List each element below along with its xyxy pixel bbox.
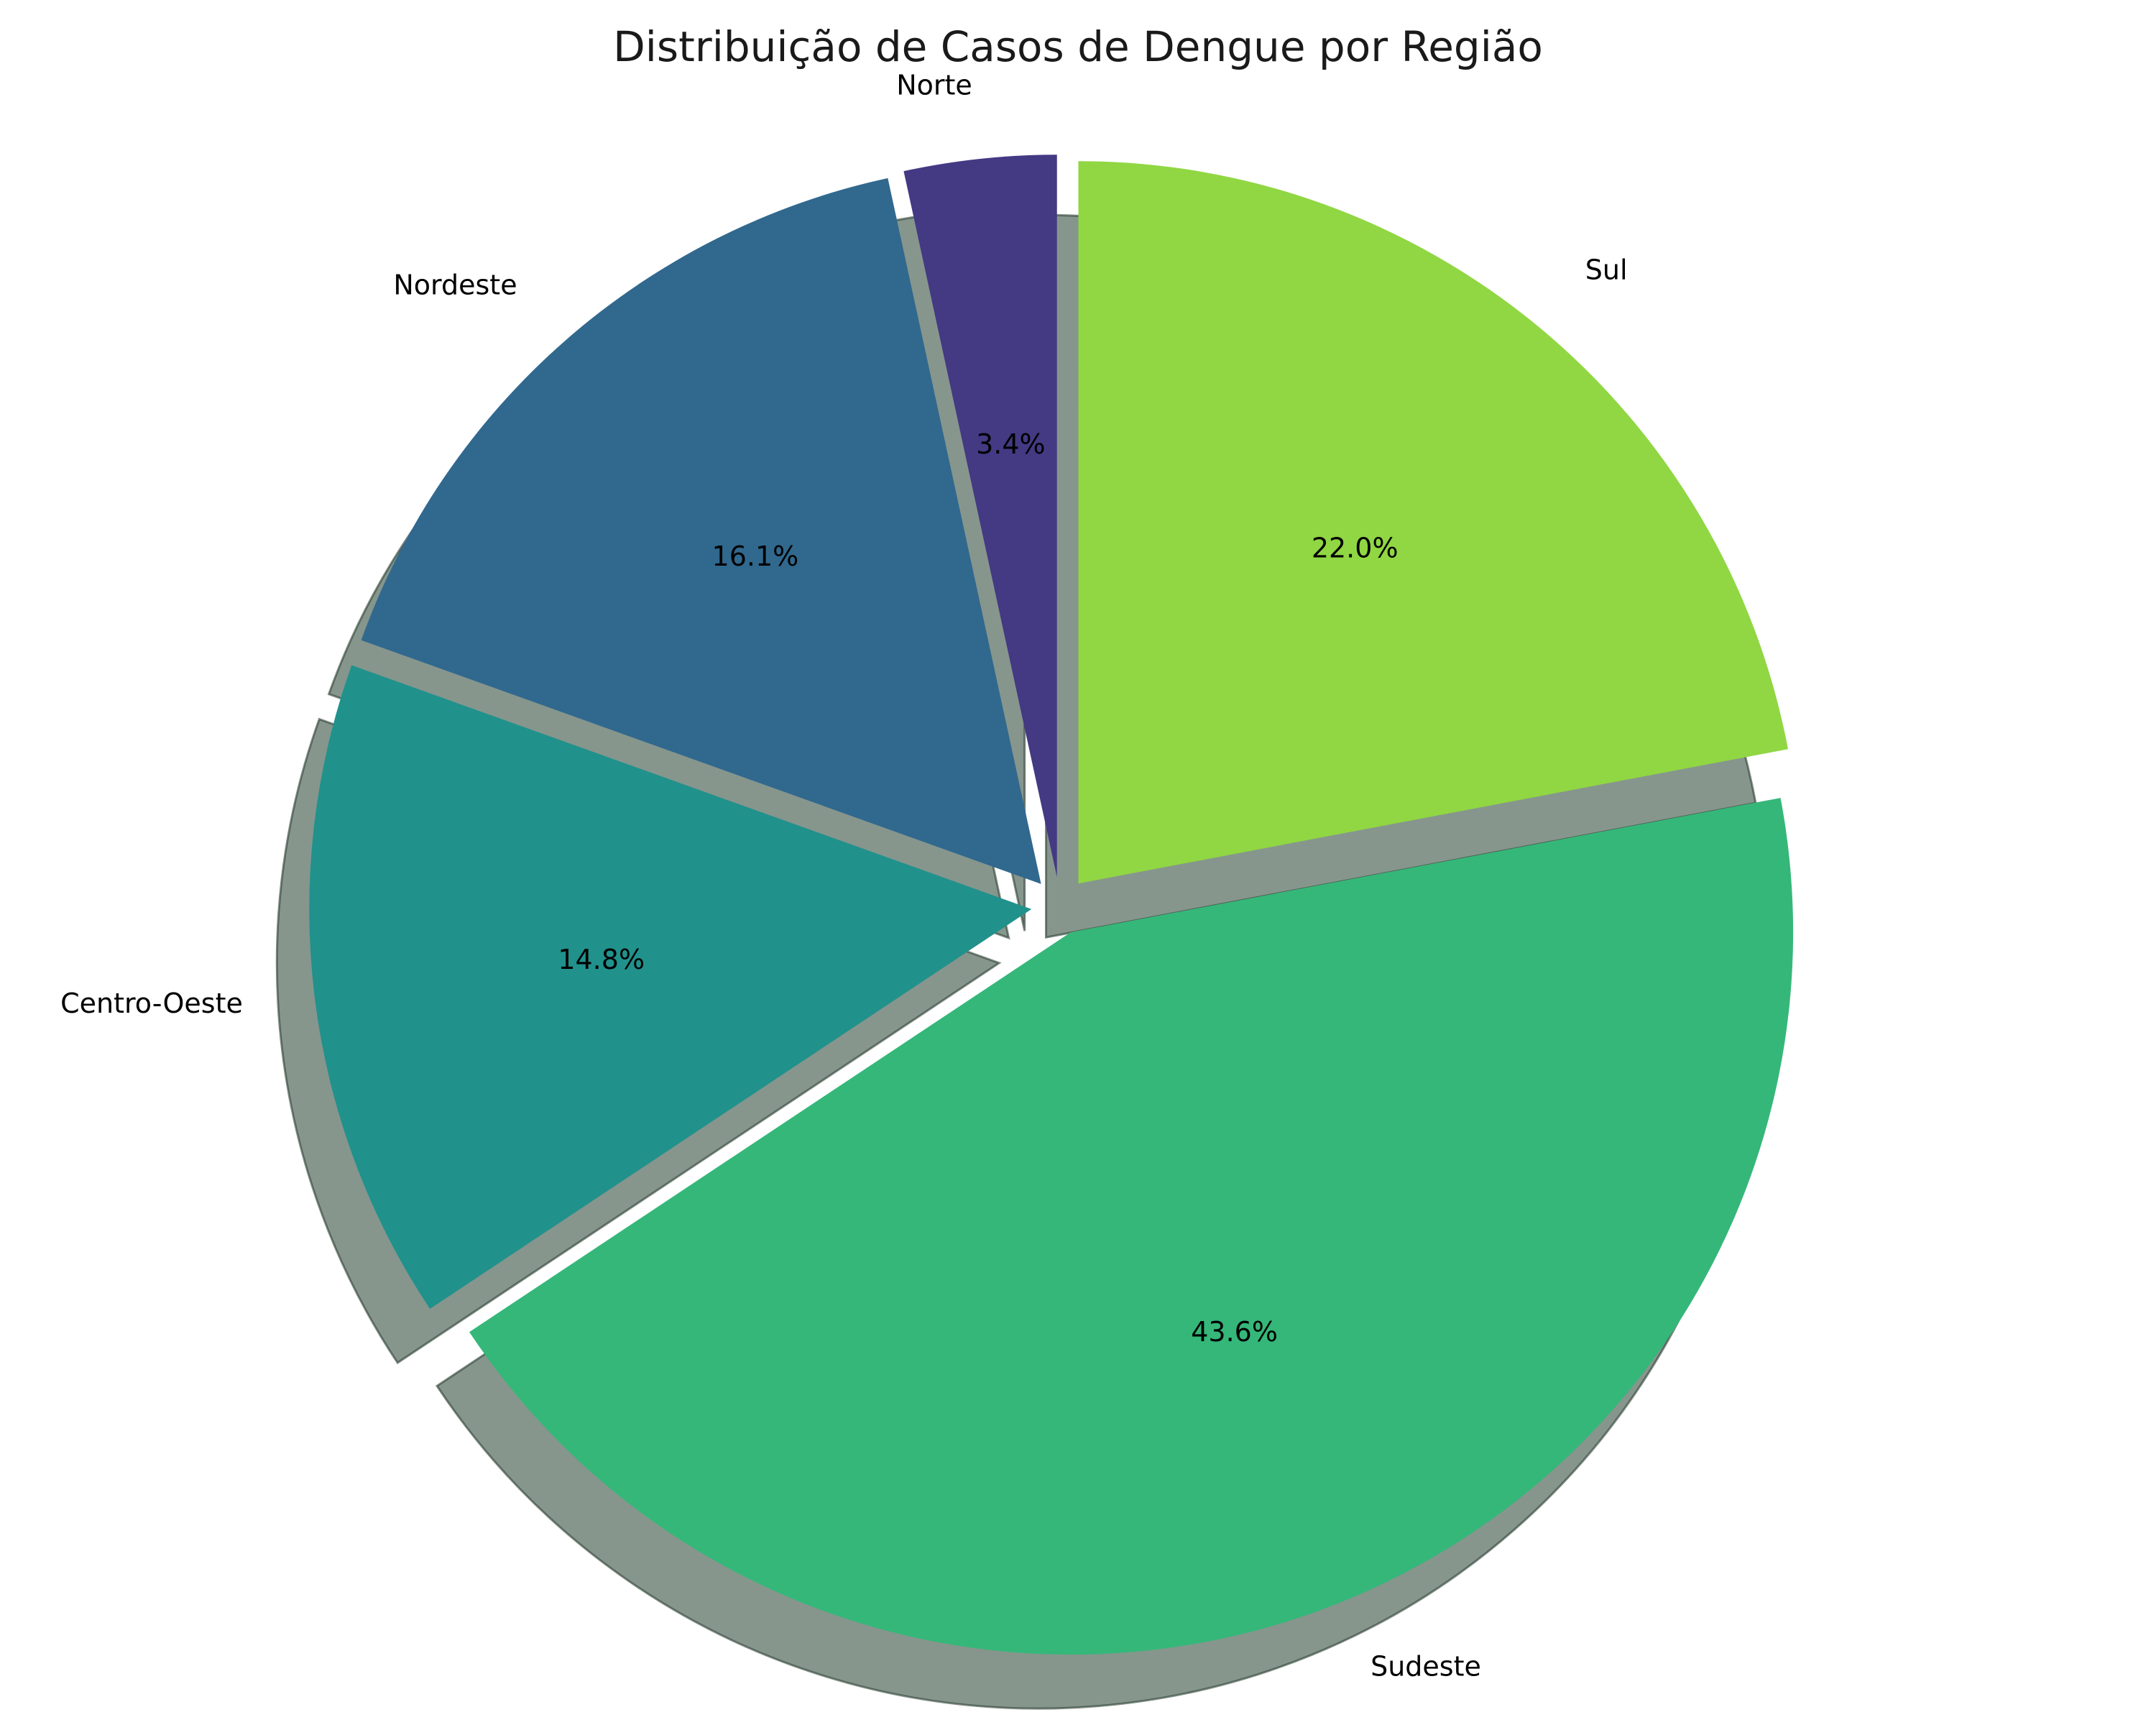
slice-layer [309,155,1794,1655]
pie-slice-nordeste [361,178,1041,884]
label-layer: Norte 3.4% Nordeste 16.1% Centro-Oeste 14.8% S… [60,70,1627,1683]
chart-title: Distribuição de Casos de Dengue por Regi… [613,22,1543,71]
pie-slice-norte [903,155,1057,878]
slice-label-sul: Sul [1585,254,1628,285]
pie-slice-sul [1078,161,1788,884]
slice-percent-centro-oeste: 14.8% [558,944,645,975]
slice-label-centro-oeste: Centro-Oeste [60,988,243,1019]
slice-percent-sudeste: 43.6% [1191,1316,1278,1348]
slice-percent-sul: 22.0% [1312,532,1399,564]
slice-label-nordeste: Nordeste [393,269,517,300]
pie-slice-sudeste [469,798,1794,1655]
slice-label-norte: Norte [896,70,972,101]
slice-label-sudeste: Sudeste [1370,1650,1481,1682]
pie-slice-centro-oeste [309,665,1032,1310]
slice-percent-nordeste: 16.1% [712,540,799,572]
slice-percent-norte: 3.4% [976,428,1046,460]
